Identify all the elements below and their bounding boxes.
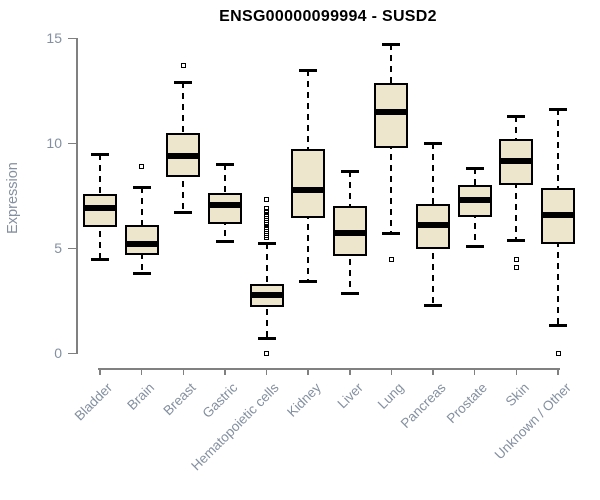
whisker-cap-top <box>299 68 318 72</box>
whisker-cap-bottom <box>215 239 234 243</box>
y-tick <box>68 142 76 144</box>
median-line <box>209 201 240 208</box>
x-tick <box>432 368 434 375</box>
median-line <box>501 157 532 164</box>
median-line <box>418 221 449 228</box>
x-tick <box>515 368 518 375</box>
x-tick-label-bladder: Bladder <box>72 380 116 424</box>
x-tick <box>99 368 101 375</box>
x-tick <box>140 368 143 375</box>
outlier-point <box>264 350 270 356</box>
whisker-cap-bottom <box>174 211 193 215</box>
whisker-cap-bottom <box>132 272 151 276</box>
median-line <box>293 187 324 194</box>
chart-title: ENSG00000099994 - SUSD2 <box>219 8 437 25</box>
whisker-cap-bottom <box>507 238 526 242</box>
x-tick <box>557 368 559 375</box>
median-line <box>334 230 365 237</box>
median-line <box>168 152 199 159</box>
outlier-point <box>264 235 270 240</box>
x-tick-label-pancreas: Pancreas <box>397 380 449 431</box>
whisker-cap-top <box>340 170 359 174</box>
whisker-cap-top <box>549 108 567 112</box>
x-tick <box>390 368 393 375</box>
y-tick-label: 5 <box>54 240 62 256</box>
x-tick-label-prostate: Prostate <box>444 380 491 427</box>
whisker-cap-bottom <box>465 244 484 248</box>
outlier-point <box>264 197 270 203</box>
whisker-cap-bottom <box>340 292 359 296</box>
y-tick <box>68 37 76 39</box>
whisker-cap-top <box>91 152 109 156</box>
outlier-point <box>264 208 270 214</box>
x-tick-label-breast: Breast <box>160 380 199 419</box>
y-tick-label: 0 <box>54 345 62 361</box>
x-tick <box>349 368 351 375</box>
whisker-cap-top <box>382 43 401 47</box>
whisker-cap-top <box>215 163 234 166</box>
x-tick-label-liver: Liver <box>334 380 366 412</box>
outlier-point <box>513 265 519 271</box>
x-tick-label-skin: Skin <box>502 380 532 410</box>
whisker-cap-top <box>507 114 526 118</box>
whisker-cap-bottom <box>382 232 401 236</box>
y-tick <box>68 247 76 249</box>
y-axis-label: Expression <box>5 162 21 234</box>
box-rect <box>291 149 326 218</box>
whisker-cap-bottom <box>91 257 109 261</box>
x-axis-line <box>98 368 560 370</box>
box-rect <box>207 193 242 224</box>
y-tick <box>68 352 76 354</box>
outlier-point <box>388 257 394 263</box>
whisker-cap-bottom <box>257 337 276 341</box>
median-line <box>126 240 157 247</box>
outlier-point <box>180 62 186 68</box>
box-rect <box>374 83 409 149</box>
x-tick <box>265 368 268 375</box>
whisker-cap-top <box>257 241 276 245</box>
whisker-cap-top <box>465 167 484 171</box>
outlier-point <box>513 257 519 263</box>
median-line <box>376 108 407 115</box>
outlier-point <box>139 163 145 169</box>
x-tick-label-brain: Brain <box>124 380 158 413</box>
x-tick-label-lung: Lung <box>375 380 408 412</box>
median-line <box>85 205 115 212</box>
whisker-cap-bottom <box>299 279 318 283</box>
whisker-cap-top <box>132 186 151 190</box>
y-tick-label: 15 <box>46 30 62 46</box>
x-tick-label-unknown-other: Unknown / Other <box>491 380 574 463</box>
y-tick-label: 10 <box>46 135 62 151</box>
median-line <box>543 212 573 219</box>
whisker-cap-bottom <box>424 303 443 307</box>
median-line <box>459 196 490 203</box>
outlier-point <box>555 350 561 356</box>
whisker-cap-bottom <box>549 323 567 327</box>
x-tick-label-kidney: Kidney <box>283 380 324 420</box>
x-tick <box>182 368 185 375</box>
y-axis-line <box>76 38 78 354</box>
whisker-cap-top <box>174 81 193 85</box>
x-tick <box>473 368 476 375</box>
whisker-cap-top <box>424 142 443 145</box>
box-rect <box>124 224 159 256</box>
x-tick <box>307 368 309 375</box>
outlier-point <box>264 205 270 211</box>
median-line <box>251 292 282 299</box>
x-tick <box>224 368 226 375</box>
